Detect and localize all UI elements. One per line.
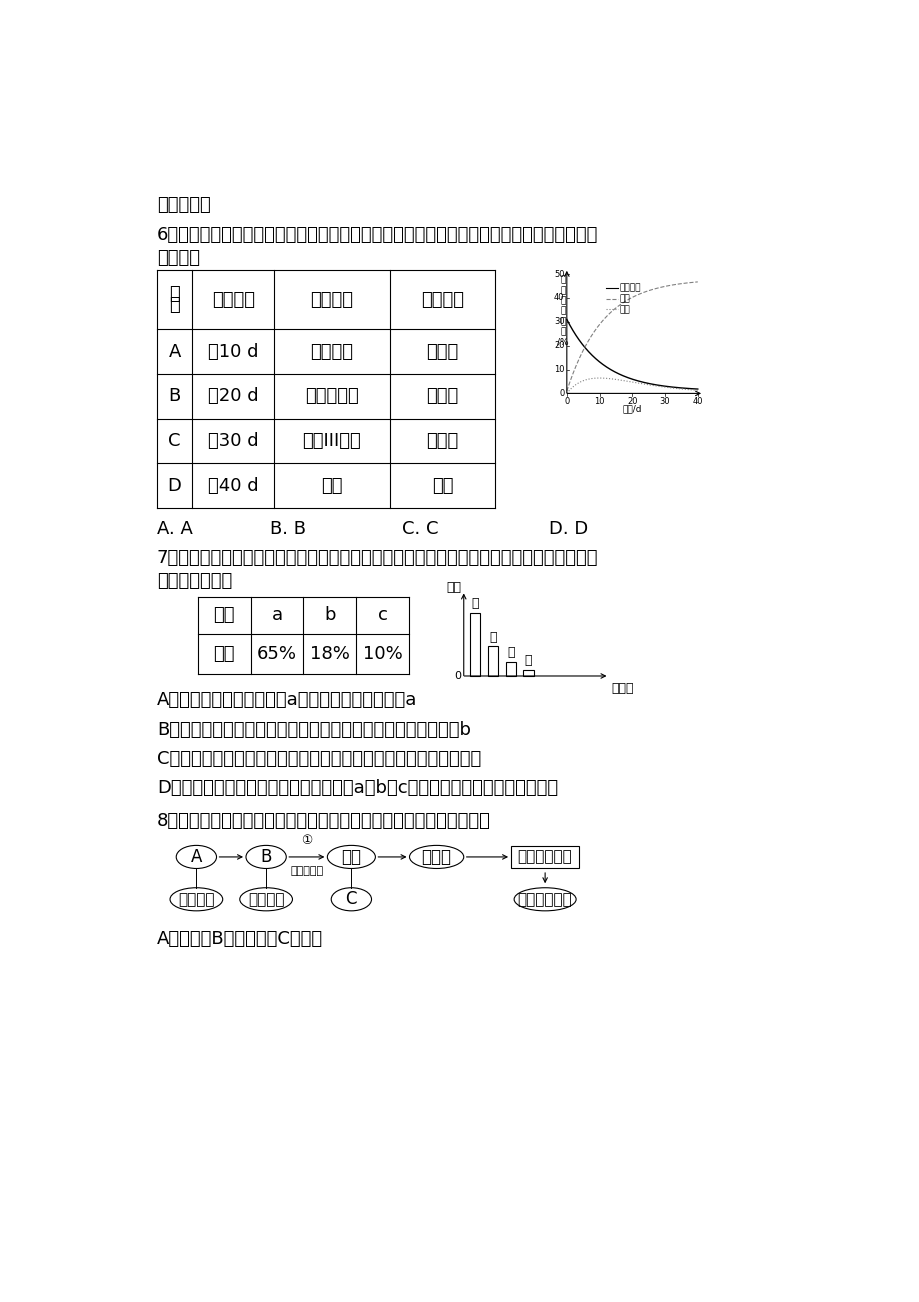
Text: C．若图表示细胞完全脱水后的化合物含量，则甲化合物应为蛋白质: C．若图表示细胞完全脱水后的化合物含量，则甲化合物应为蛋白质 [156, 750, 481, 768]
Text: c: c [378, 607, 387, 624]
Text: 元素组成: 元素组成 [178, 892, 214, 906]
Text: 含量: 含量 [213, 644, 234, 663]
Text: 元素: 元素 [213, 607, 234, 624]
Text: C: C [346, 891, 357, 909]
Text: 7．下表是有活性的某植物细胞中的元素含量，下图是该植物细胞中化合物含量的柱形图。下: 7．下表是有活性的某植物细胞中的元素含量，下图是该植物细胞中化合物含量的柱形图。… [156, 549, 597, 566]
Bar [487, 646, 497, 676]
Text: 8．下图表示有关蛋白质分子的简要概念图，下列对图示分析正确的是: 8．下图表示有关蛋白质分子的简要概念图，下列对图示分析正确的是 [156, 812, 490, 831]
FancyBboxPatch shape [510, 846, 579, 867]
Text: 0: 0 [454, 671, 461, 681]
Text: 项: 项 [169, 297, 180, 314]
Text: 10%: 10% [362, 644, 403, 663]
Ellipse shape [170, 888, 222, 911]
Text: 50: 50 [553, 270, 564, 279]
Text: 10: 10 [594, 397, 604, 406]
Text: 第40 d: 第40 d [208, 477, 258, 495]
Text: 功能的多样性: 功能的多样性 [517, 892, 572, 906]
Text: 乙: 乙 [489, 630, 496, 643]
Text: C. C: C. C [402, 521, 437, 539]
Text: 多肽: 多肽 [341, 848, 361, 866]
Text: a: a [271, 607, 282, 624]
Text: 蓝色: 蓝色 [431, 477, 453, 495]
Text: A．多肽中B的数目等于C的数目: A．多肽中B的数目等于C的数目 [156, 930, 323, 948]
Text: 丁: 丁 [524, 655, 531, 668]
Text: 65%: 65% [256, 644, 297, 663]
Text: 可溶性糖: 可溶性糖 [618, 284, 641, 293]
Text: B. B: B. B [269, 521, 306, 539]
Text: 苏丹III染液: 苏丹III染液 [302, 432, 361, 450]
Text: 第30 d: 第30 d [208, 432, 258, 450]
Text: D: D [167, 477, 181, 495]
Text: D．若表是组成人体细胞的元素含量，则a、b、c的含量和植物细胞中的完全相同: D．若表是组成人体细胞的元素含量，则a、b、c的含量和植物细胞中的完全相同 [156, 779, 557, 797]
Text: 含量: 含量 [446, 581, 461, 594]
Bar [523, 669, 533, 676]
Text: 30: 30 [659, 397, 670, 406]
Ellipse shape [240, 888, 292, 911]
Text: C: C [168, 432, 181, 450]
Text: 6．油菜种子成熟过程中部分有机物的变化如下图所示。检测不同成熟阶段的种子匀浆，结果: 6．油菜种子成熟过程中部分有机物的变化如下图所示。检测不同成熟阶段的种子匀浆，结… [156, 225, 597, 243]
Text: 正确的是: 正确的是 [156, 249, 199, 267]
Text: 甲: 甲 [471, 598, 478, 611]
Text: A: A [168, 342, 181, 361]
Ellipse shape [331, 888, 371, 911]
Text: 20: 20 [627, 397, 637, 406]
Text: 10: 10 [553, 365, 564, 374]
Text: 基本单位: 基本单位 [247, 892, 284, 906]
Ellipse shape [245, 845, 286, 868]
Text: 化合物: 化合物 [610, 682, 633, 695]
Ellipse shape [176, 845, 216, 868]
Text: 时间/d: 时间/d [622, 404, 641, 413]
Text: 橘黄色: 橘黄色 [425, 432, 458, 450]
Ellipse shape [327, 845, 375, 868]
Text: 取样时间: 取样时间 [211, 290, 255, 309]
Text: 完全归纳法: 完全归纳法 [156, 197, 210, 215]
Text: ①: ① [301, 833, 312, 846]
Text: A．表中含量最多的元素是a，数量最多的元素也是a: A．表中含量最多的元素是a，数量最多的元素也是a [156, 691, 417, 710]
Text: B: B [260, 848, 271, 866]
Text: 列说法正确的是: 列说法正确的是 [156, 572, 232, 590]
Text: 油脂: 油脂 [618, 294, 630, 303]
Text: 结构的多样性: 结构的多样性 [517, 849, 572, 865]
Text: 化学键名称: 化学键名称 [289, 866, 323, 876]
Text: 0: 0 [559, 389, 564, 398]
Text: 检测结果: 检测结果 [421, 290, 463, 309]
Text: 0: 0 [563, 397, 569, 406]
Text: A: A [190, 848, 202, 866]
Text: 第10 d: 第10 d [208, 342, 258, 361]
Text: 30: 30 [553, 318, 564, 327]
Text: 40: 40 [553, 293, 564, 302]
Text: 第20 d: 第20 d [208, 388, 258, 405]
Text: 碘液: 碘液 [321, 477, 343, 495]
Bar [470, 612, 480, 676]
Text: 18%: 18% [310, 644, 349, 663]
Text: 蛋白质: 蛋白质 [421, 848, 451, 866]
Text: 20: 20 [553, 341, 564, 350]
Text: A. A: A. A [156, 521, 192, 539]
Text: 丙: 丙 [506, 646, 514, 659]
Bar [505, 661, 516, 676]
Text: 不显色: 不显色 [425, 388, 458, 405]
Text: 选: 选 [169, 285, 180, 303]
Text: 不显色: 不显色 [425, 342, 458, 361]
Text: 占
干
重
百
分
比
/%: 占 干 重 百 分 比 /% [557, 276, 568, 348]
Text: 淀粉: 淀粉 [618, 305, 630, 314]
Text: 40: 40 [692, 397, 702, 406]
Text: 双缩脲试剂: 双缩脲试剂 [305, 388, 358, 405]
Text: B．若图表示细胞鲜重，则甲化合物中含量最多的元素为表中的b: B．若图表示细胞鲜重，则甲化合物中含量最多的元素为表中的b [156, 720, 471, 738]
Ellipse shape [409, 845, 463, 868]
Text: 检测试剂: 检测试剂 [311, 290, 353, 309]
Text: B: B [168, 388, 181, 405]
Text: b: b [323, 607, 335, 624]
Text: 斐林试剂: 斐林试剂 [311, 342, 353, 361]
Text: D. D: D. D [549, 521, 587, 539]
Ellipse shape [514, 888, 575, 911]
